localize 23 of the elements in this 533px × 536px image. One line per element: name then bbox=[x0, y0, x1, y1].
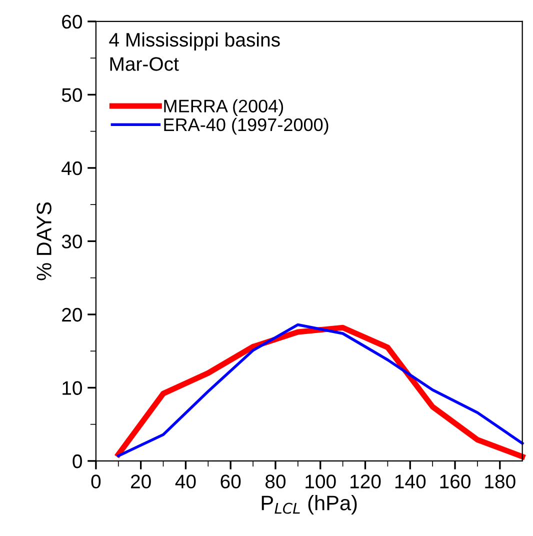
y-tick-label: 40 bbox=[62, 161, 82, 176]
y-tick-label: 0 bbox=[72, 454, 82, 468]
x-tick-label: 60 bbox=[220, 474, 241, 488]
legend-label: MERRA (2004) bbox=[164, 99, 284, 116]
annotation: 4 Mississippi basins bbox=[109, 32, 280, 51]
y-tick-label: 50 bbox=[62, 88, 82, 102]
x-tick-label: 180 bbox=[485, 474, 516, 488]
y-tick-label: 30 bbox=[62, 234, 82, 248]
x-tick-label: 0 bbox=[91, 474, 101, 488]
x-tick-label: 80 bbox=[266, 474, 286, 488]
y-tick-label: 20 bbox=[62, 308, 82, 322]
x-axis-title: P$_{LCL}$ (hPa) bbox=[262, 495, 357, 514]
x-tick-label: 160 bbox=[440, 474, 470, 488]
x-tick-label: 40 bbox=[175, 474, 196, 488]
annotation: Mar-Oct bbox=[110, 57, 179, 71]
x-tick-label: 120 bbox=[350, 474, 381, 488]
x-tick-label: 20 bbox=[130, 474, 151, 488]
y-tick-label: 10 bbox=[62, 381, 82, 395]
y-tick-label: 60 bbox=[62, 14, 82, 29]
x-tick-label: 140 bbox=[395, 474, 426, 488]
x-tick-label: 100 bbox=[306, 474, 336, 488]
y-axis-title: % DAYS bbox=[36, 202, 52, 280]
legend-label: ERA-40 (1997-2000) bbox=[164, 118, 328, 135]
